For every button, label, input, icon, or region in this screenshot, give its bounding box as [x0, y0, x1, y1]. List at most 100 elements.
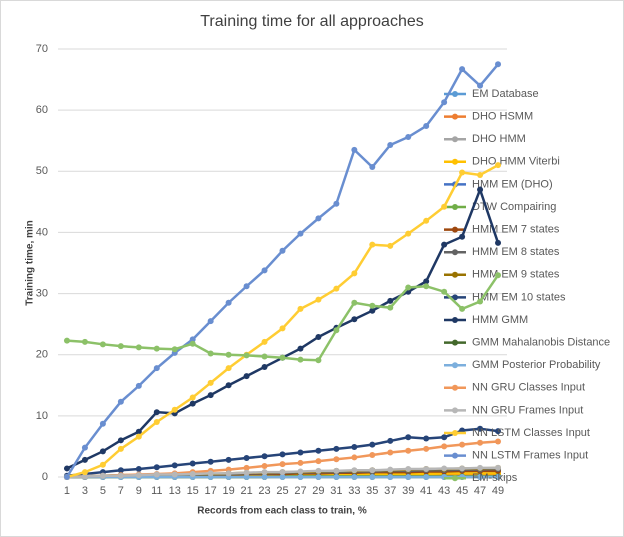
- data-point: [495, 474, 502, 480]
- data-point: [459, 66, 466, 73]
- x-tick-label: 3: [82, 485, 88, 497]
- data-point: [279, 461, 286, 468]
- y-tick-label: 10: [36, 410, 48, 422]
- data-point: [297, 345, 304, 352]
- legend-marker: [452, 249, 458, 256]
- x-tick-label: 1: [64, 485, 70, 497]
- legend-label: DHO HMM Viterbi: [472, 156, 560, 168]
- data-point: [315, 467, 322, 474]
- legend-label: DHO HSMM: [472, 111, 533, 123]
- data-point: [81, 456, 88, 463]
- data-point: [441, 434, 448, 441]
- data-point: [153, 464, 160, 471]
- x-tick-label: 7: [118, 485, 124, 497]
- data-point: [171, 471, 178, 478]
- data-point: [297, 230, 304, 237]
- data-point: [117, 343, 124, 350]
- data-point: [297, 356, 304, 363]
- x-tick-label: 13: [169, 485, 181, 497]
- data-point: [369, 467, 376, 474]
- data-point: [441, 241, 448, 248]
- data-point: [315, 357, 322, 364]
- data-point: [369, 474, 376, 480]
- data-point: [243, 373, 250, 380]
- data-point: [153, 345, 160, 352]
- data-point: [99, 448, 106, 455]
- data-point: [135, 382, 142, 389]
- x-tick-label: 31: [330, 485, 342, 497]
- data-point: [387, 474, 394, 480]
- data-point: [495, 162, 502, 169]
- data-point: [243, 469, 250, 476]
- data-point: [99, 461, 106, 468]
- data-point: [477, 474, 484, 480]
- data-point: [261, 267, 268, 274]
- data-point: [495, 239, 502, 246]
- data-point: [441, 465, 448, 472]
- data-point: [459, 169, 466, 176]
- data-point: [117, 445, 124, 452]
- data-point: [477, 464, 484, 471]
- data-point: [225, 299, 232, 306]
- data-point: [153, 471, 160, 478]
- data-point: [387, 297, 394, 304]
- data-point: [189, 470, 196, 477]
- legend-label: GMM Posterior Probability: [472, 359, 601, 371]
- data-point: [351, 454, 358, 461]
- data-point: [351, 444, 358, 451]
- data-point: [405, 134, 412, 141]
- data-point: [351, 316, 358, 323]
- x-tick-label: 49: [492, 485, 504, 497]
- legend-label: NN LSTM Frames Input: [472, 450, 588, 462]
- data-point: [315, 458, 322, 465]
- data-point: [477, 82, 484, 89]
- data-point: [207, 318, 214, 325]
- data-point: [459, 465, 466, 472]
- data-point: [225, 456, 232, 463]
- data-point: [81, 473, 88, 480]
- data-point: [243, 455, 250, 462]
- data-point: [441, 203, 448, 210]
- chart-title: Training time for all approaches: [200, 13, 424, 30]
- legend-marker: [452, 452, 458, 459]
- data-point: [441, 99, 448, 106]
- x-tick-label: 17: [205, 485, 217, 497]
- data-point: [135, 433, 142, 440]
- data-point: [171, 462, 178, 469]
- data-point: [315, 215, 322, 222]
- data-point: [225, 470, 232, 477]
- data-point: [207, 350, 214, 357]
- data-point: [153, 409, 160, 416]
- data-point: [477, 171, 484, 178]
- data-point: [441, 288, 448, 295]
- data-point: [387, 449, 394, 456]
- data-point: [243, 464, 250, 471]
- data-point: [387, 437, 394, 444]
- data-point: [189, 400, 196, 407]
- x-tick-label: 5: [100, 485, 106, 497]
- data-point: [333, 456, 340, 463]
- legend-marker: [452, 317, 458, 323]
- x-tick-label: 47: [474, 485, 486, 497]
- data-point: [279, 451, 286, 458]
- data-point: [495, 428, 502, 435]
- legend-marker: [452, 294, 458, 301]
- data-point: [63, 465, 70, 472]
- data-point: [135, 428, 142, 435]
- data-point: [153, 418, 160, 425]
- x-tick-label: 41: [420, 485, 432, 497]
- data-point: [81, 338, 88, 345]
- data-point: [477, 298, 484, 305]
- x-axis-label: Records from each class to train, %: [197, 506, 367, 517]
- data-point: [207, 458, 214, 465]
- y-tick-label: 30: [36, 287, 48, 299]
- data-point: [297, 449, 304, 456]
- data-point: [135, 344, 142, 351]
- data-point: [333, 474, 340, 480]
- data-point: [423, 283, 430, 290]
- data-point: [423, 278, 430, 285]
- data-point: [333, 445, 340, 452]
- legend-label: HMM EM (DHO): [472, 178, 553, 190]
